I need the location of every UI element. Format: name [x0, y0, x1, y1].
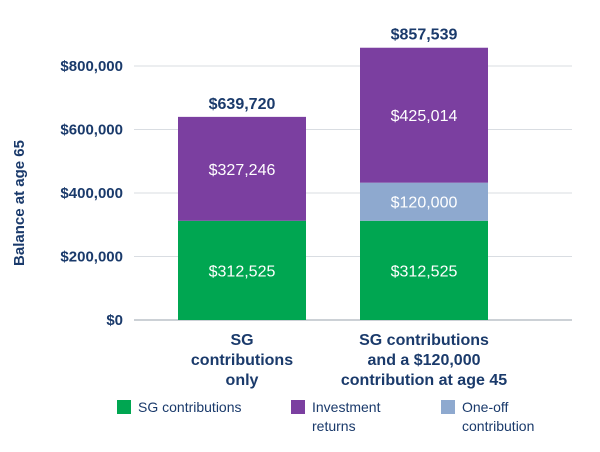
- bar-segment-label: $312,525: [209, 263, 276, 280]
- y-tick-label: $800,000: [60, 58, 123, 75]
- x-category-label: SG: [230, 332, 253, 349]
- legend-swatch: [117, 400, 131, 414]
- bar-segment: [178, 116, 306, 221]
- bar-segment-label: $327,246: [209, 162, 276, 179]
- legend-swatch: [441, 400, 455, 414]
- bar-segment-label: $312,525: [391, 263, 458, 280]
- x-category-label: contributions: [191, 352, 293, 369]
- x-category-label: and a $120,000: [368, 352, 481, 369]
- bar-segment: [360, 182, 488, 221]
- bar-segment: [360, 220, 488, 320]
- y-tick-label: $600,000: [60, 122, 123, 139]
- bar-segment-label: $425,014: [391, 108, 458, 125]
- bar-segment: [178, 220, 306, 320]
- legend-label: returns: [312, 418, 356, 434]
- y-tick-label: $400,000: [60, 185, 123, 202]
- legend-label: contribution: [462, 418, 534, 434]
- x-category-label: contribution at age 45: [341, 372, 507, 389]
- y-axis-title: Balance at age 65: [11, 140, 28, 266]
- y-tick-label: $0: [106, 312, 123, 329]
- x-category-label: SG contributions: [359, 332, 489, 349]
- bar-segment-label: $120,000: [391, 195, 458, 212]
- y-tick-label: $200,000: [60, 249, 123, 266]
- bar-total-label: $857,539: [391, 27, 458, 44]
- bar-segment: [360, 47, 488, 183]
- legend-swatch: [291, 400, 305, 414]
- legend-label: One-off: [462, 399, 509, 415]
- x-category-label: only: [226, 372, 259, 389]
- bar-total-label: $639,720: [209, 96, 276, 113]
- legend-label: SG contributions: [138, 399, 242, 415]
- legend-label: Investment: [312, 399, 381, 415]
